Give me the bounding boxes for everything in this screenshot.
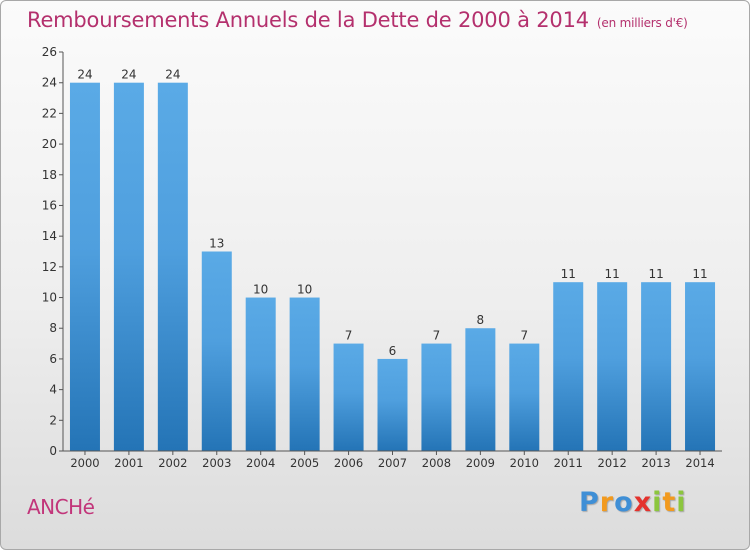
y-tick-label: 12 (42, 260, 57, 274)
bar-2002 (157, 82, 188, 451)
y-tick-label: 22 (42, 106, 57, 120)
bar-2008 (421, 343, 452, 451)
y-tick-label: 10 (42, 291, 57, 305)
y-tick-label: 14 (42, 229, 57, 243)
bar-value-label: 11 (561, 267, 576, 281)
x-tick-label: 2014 (685, 456, 714, 470)
bar-2014 (685, 282, 716, 451)
bar-value-label: 7 (345, 329, 353, 343)
logo-letter: x (633, 487, 653, 518)
bar-2005 (289, 297, 320, 451)
bar-value-label: 10 (297, 283, 312, 297)
bar-value-label: 8 (477, 313, 485, 327)
x-axis: 2000 2001 2002 2003 2004 2005 2006 2007 2008 2009… (63, 450, 722, 470)
x-tick-label: 2001 (114, 456, 143, 470)
bar-value-label: 11 (605, 267, 620, 281)
chart-title-text: Remboursements Annuels de la Dette de 20… (27, 8, 589, 32)
x-tick-label: 2010 (510, 456, 539, 470)
proxiti-logo: Proxiti (579, 487, 687, 518)
logo-letter: o (614, 487, 634, 518)
x-tick-label: 2012 (598, 456, 627, 470)
bar-2011 (553, 282, 584, 451)
logo-letter: i (676, 487, 687, 518)
x-tick-label: 2008 (422, 456, 451, 470)
y-tick-label: 24 (42, 76, 57, 90)
x-tick-label: 2005 (290, 456, 319, 470)
x-tick-label: 2013 (641, 456, 670, 470)
chart-subtitle: (en milliers d'€) (596, 16, 688, 30)
x-tick-label: 2002 (158, 456, 187, 470)
y-tick-label: 18 (42, 168, 57, 182)
x-tick-label: 2011 (554, 456, 583, 470)
bar-2003 (201, 251, 232, 451)
bar-value-label: 6 (389, 344, 397, 358)
x-tick-label: 2009 (466, 456, 495, 470)
bar-2007 (377, 358, 408, 451)
bar-2013 (641, 282, 672, 451)
bar-value-label: 11 (648, 267, 663, 281)
y-tick-label: 2 (49, 413, 57, 427)
bar-2010 (509, 343, 540, 451)
x-tick-label: 2007 (378, 456, 407, 470)
bar-2006 (333, 343, 364, 451)
logo-letter: i (652, 487, 663, 518)
y-tick-label: 8 (49, 321, 57, 335)
logo-letter: r (599, 487, 615, 518)
y-tick-label: 6 (49, 352, 57, 366)
y-tick-label: 4 (49, 383, 57, 397)
bar-value-label: 24 (121, 68, 136, 82)
bar-value-label: 7 (520, 329, 528, 343)
bar-2004 (245, 297, 276, 451)
x-tick-label: 2000 (70, 456, 99, 470)
y-tick-label: 26 (42, 45, 57, 59)
logo-letter: t (662, 487, 677, 518)
x-tick-label: 2006 (334, 456, 363, 470)
bars: 24 24 24 13 10 10 7 6 7 8 7 11 11 11 11 (69, 68, 716, 451)
bar-value-label: 11 (692, 267, 707, 281)
logo-letter: P (579, 487, 600, 518)
bar-value-label: 10 (253, 283, 268, 297)
x-tick-label: 2003 (202, 456, 231, 470)
commune-name: ANCHé (27, 495, 95, 519)
y-tick-label: 16 (42, 198, 57, 212)
bar-value-label: 24 (77, 68, 92, 82)
bar-value-label: 7 (433, 329, 441, 343)
bar-2012 (597, 282, 628, 451)
bar-2001 (113, 82, 144, 451)
bar-2000 (69, 82, 100, 451)
bar-value-label: 24 (165, 68, 180, 82)
x-tick-label: 2004 (246, 456, 275, 470)
y-tick-label: 0 (49, 444, 57, 458)
bar-value-label: 13 (209, 237, 224, 251)
chart-title: Remboursements Annuels de la Dette de 20… (27, 8, 688, 32)
bar-2009 (465, 328, 496, 451)
y-tick-label: 20 (42, 137, 57, 151)
